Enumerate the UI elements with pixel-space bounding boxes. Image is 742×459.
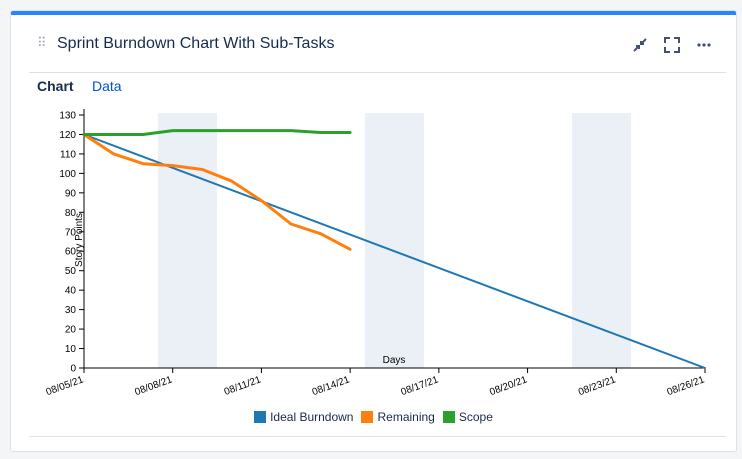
gadget-header: ⠿ Sprint Burndown Chart With Sub-Tasks (11, 15, 736, 72)
y-tick-label: 30 (65, 305, 77, 316)
more-icon (697, 43, 711, 47)
y-tick-label: 0 (70, 364, 76, 375)
series-line-scope (82, 129, 352, 136)
x-axis-title: Days (383, 355, 406, 366)
series-line-ideal-burndown (83, 133, 706, 369)
tab-chart[interactable]: Chart (37, 78, 74, 94)
y-tick-label: 20 (65, 325, 77, 336)
y-tick-label: 40 (65, 286, 77, 297)
y-tick-label: 110 (60, 149, 76, 160)
legend-item: Scope (442, 410, 493, 424)
burndown-chart: 0 10 20 30 40 50 60 70 80 90 100 110 120 130 08/05/21 0… (45, 109, 707, 398)
legend-item: Remaining (361, 410, 435, 424)
chart-legend: Ideal Burndown Remaining Scope (11, 410, 736, 424)
drag-handle-icon[interactable]: ⠿ (37, 35, 48, 50)
weekend-band (157, 113, 218, 368)
y-tick-label: 80 (65, 208, 77, 219)
legend-label: Scope (458, 410, 493, 424)
legend-item: Ideal Burndown (254, 410, 353, 424)
y-axis-title: Story Points (74, 213, 85, 267)
legend-swatch (442, 411, 455, 423)
y-tick-label: 120 (59, 130, 76, 141)
x-tick-label: 08/05/21 (45, 374, 86, 398)
weekend-band (364, 113, 425, 368)
y-tick-label: 130 (59, 111, 76, 122)
y-tick-label: 60 (65, 247, 77, 258)
more-options-button[interactable] (692, 33, 716, 57)
tab-data[interactable]: Data (92, 78, 122, 94)
view-tabs: Chart Data (37, 78, 136, 96)
gadget-title: Sprint Burndown Chart With Sub-Tasks (57, 35, 335, 52)
fullscreen-icon (664, 37, 680, 53)
y-tick-label: 10 (65, 344, 77, 355)
weekend-band (571, 113, 632, 368)
y-tick-label: 100 (59, 169, 76, 180)
legend-label: Ideal Burndown (270, 410, 354, 424)
minimize-button[interactable] (628, 33, 652, 57)
x-tick-label: 08/11/21 (223, 374, 263, 398)
y-tick-label: 50 (65, 266, 77, 277)
x-tick-label: 08/20/21 (488, 374, 529, 398)
x-tick-label: 08/14/21 (311, 374, 352, 398)
y-tick-label: 90 (65, 188, 77, 199)
y-tick-label: 70 (65, 227, 77, 238)
burndown-gadget: ⠿ Sprint Burndown Chart With Sub-Tasks C… (10, 10, 737, 452)
x-tick-label: 08/26/21 (666, 374, 707, 398)
legend-swatch (254, 411, 267, 423)
series-line-remaining (82, 133, 352, 251)
legend-swatch (361, 411, 374, 423)
header-divider (29, 72, 726, 73)
minimize-icon (633, 38, 647, 52)
gadget-accent-bar (11, 11, 736, 15)
footer-divider (29, 436, 726, 437)
x-tick-label: 08/08/21 (133, 374, 174, 398)
x-tick-label: 08/17/21 (400, 374, 441, 398)
x-tick-label: 08/23/21 (577, 374, 618, 398)
fullscreen-button[interactable] (660, 33, 684, 57)
legend-label: Remaining (377, 410, 435, 424)
